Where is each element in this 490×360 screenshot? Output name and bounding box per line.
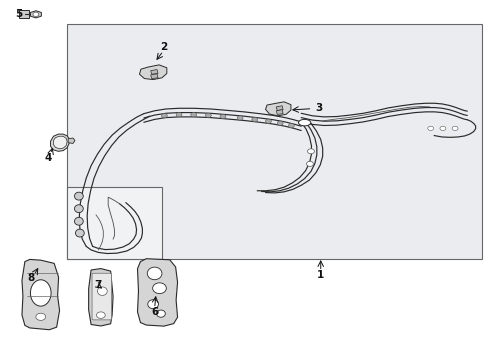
Polygon shape bbox=[138, 259, 177, 326]
FancyBboxPatch shape bbox=[67, 24, 482, 259]
Polygon shape bbox=[89, 269, 113, 326]
Ellipse shape bbox=[148, 300, 159, 309]
Circle shape bbox=[36, 313, 46, 320]
Ellipse shape bbox=[98, 287, 107, 296]
Circle shape bbox=[307, 161, 314, 166]
Circle shape bbox=[277, 121, 283, 125]
Polygon shape bbox=[266, 102, 291, 116]
Polygon shape bbox=[140, 65, 167, 80]
Ellipse shape bbox=[30, 280, 51, 306]
Polygon shape bbox=[151, 69, 158, 74]
Circle shape bbox=[176, 113, 182, 117]
Ellipse shape bbox=[298, 120, 311, 126]
Text: 6: 6 bbox=[151, 307, 158, 317]
Ellipse shape bbox=[153, 283, 166, 294]
Circle shape bbox=[237, 116, 243, 120]
Polygon shape bbox=[30, 11, 41, 18]
Circle shape bbox=[440, 126, 446, 131]
Circle shape bbox=[191, 113, 196, 117]
FancyBboxPatch shape bbox=[19, 10, 28, 18]
Polygon shape bbox=[276, 106, 283, 111]
Text: 4: 4 bbox=[45, 153, 52, 163]
Circle shape bbox=[33, 12, 39, 17]
Ellipse shape bbox=[74, 192, 83, 200]
FancyBboxPatch shape bbox=[92, 273, 112, 320]
Text: 2: 2 bbox=[160, 42, 167, 51]
Text: 7: 7 bbox=[95, 280, 102, 290]
FancyBboxPatch shape bbox=[67, 187, 162, 259]
Ellipse shape bbox=[157, 310, 165, 317]
Polygon shape bbox=[50, 134, 69, 151]
Circle shape bbox=[428, 126, 434, 131]
Circle shape bbox=[452, 126, 458, 131]
Polygon shape bbox=[22, 260, 60, 330]
Circle shape bbox=[308, 149, 315, 154]
Circle shape bbox=[161, 113, 167, 118]
Ellipse shape bbox=[75, 229, 84, 237]
Ellipse shape bbox=[74, 217, 83, 225]
Ellipse shape bbox=[147, 267, 162, 280]
Circle shape bbox=[97, 312, 105, 318]
Circle shape bbox=[289, 123, 294, 128]
Circle shape bbox=[220, 114, 226, 119]
Text: 8: 8 bbox=[27, 273, 35, 283]
Circle shape bbox=[252, 117, 258, 122]
Text: 3: 3 bbox=[315, 103, 322, 113]
Ellipse shape bbox=[74, 205, 83, 213]
Polygon shape bbox=[276, 110, 283, 114]
Polygon shape bbox=[68, 138, 75, 143]
Text: 1: 1 bbox=[317, 270, 324, 280]
Polygon shape bbox=[53, 136, 67, 149]
Text: 5: 5 bbox=[16, 9, 23, 19]
Circle shape bbox=[205, 113, 211, 117]
Circle shape bbox=[266, 119, 271, 123]
Polygon shape bbox=[151, 74, 158, 78]
